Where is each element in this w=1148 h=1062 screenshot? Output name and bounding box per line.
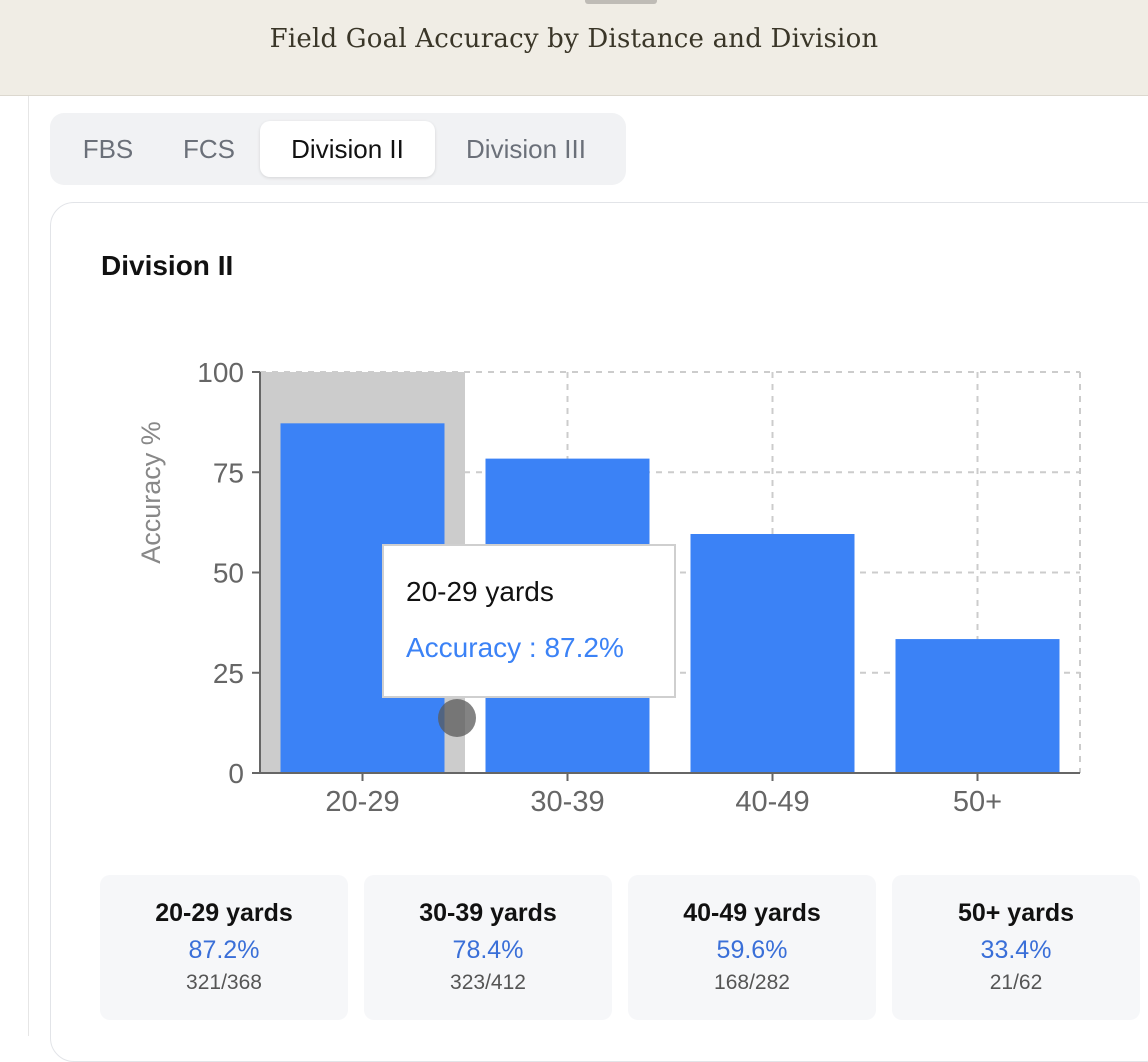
drag-handle[interactable]	[585, 0, 657, 4]
stat-label: 40-49 yards	[683, 899, 821, 927]
stat-card-30-39: 30-39 yards 78.4% 323/412	[364, 875, 612, 1020]
y-tick-label: 50	[213, 558, 244, 589]
pointer-cursor	[438, 699, 476, 737]
x-tick-label: 50+	[953, 786, 1002, 818]
stat-ratio: 21/62	[989, 971, 1043, 994]
chart-title: Division II	[101, 250, 234, 281]
tab-division-iii[interactable]: Division III	[466, 134, 586, 164]
page-title: Field Goal Accuracy by Distance and Divi…	[269, 24, 879, 54]
stat-percent: 78.4%	[452, 936, 524, 964]
tooltip-title: 20-29 yards	[406, 576, 554, 607]
stat-percent: 87.2%	[188, 936, 260, 964]
stat-label: 50+ yards	[957, 899, 1075, 927]
title-bar: Field Goal Accuracy by Distance and Divi…	[0, 0, 1148, 96]
stat-card-50-plus: 50+ yards 33.4% 21/62	[892, 875, 1140, 1020]
y-tick-label: 100	[197, 357, 244, 388]
stat-ratio: 323/412	[450, 971, 526, 994]
y-axis-title: Accuracy %	[136, 421, 166, 564]
stat-percent: 33.4%	[980, 936, 1052, 964]
division-tabs: FBS FCS Division II Division III	[50, 113, 626, 185]
x-tick-label: 20-29	[325, 786, 399, 818]
y-tick-label: 25	[213, 658, 244, 689]
bar-40-49	[690, 534, 855, 773]
y-tick-label: 0	[228, 758, 244, 789]
frame-edge	[28, 96, 29, 1036]
y-tick-label: 75	[213, 457, 244, 488]
stat-label: 20-29 yards	[155, 899, 293, 927]
stat-ratio: 321/368	[186, 971, 262, 994]
x-tick-label: 30-39	[530, 786, 604, 818]
stat-percent: 59.6%	[716, 936, 788, 964]
stat-card-20-29: 20-29 yards 87.2% 321/368	[100, 875, 348, 1020]
x-tick-label: 40-49	[735, 786, 809, 818]
stat-ratio: 168/282	[714, 971, 790, 994]
tab-division-ii[interactable]: Division II	[260, 121, 435, 177]
stat-label: 30-39 yards	[419, 899, 557, 927]
tab-fcs[interactable]: FCS	[183, 134, 235, 164]
tooltip-value: Accuracy : 87.2%	[406, 632, 624, 663]
chart-tooltip: 20-29 yards Accuracy : 87.2%	[382, 544, 676, 698]
bar-50+	[895, 639, 1060, 773]
stat-card-40-49: 40-49 yards 59.6% 168/282	[628, 875, 876, 1020]
tab-fbs[interactable]: FBS	[82, 134, 134, 164]
